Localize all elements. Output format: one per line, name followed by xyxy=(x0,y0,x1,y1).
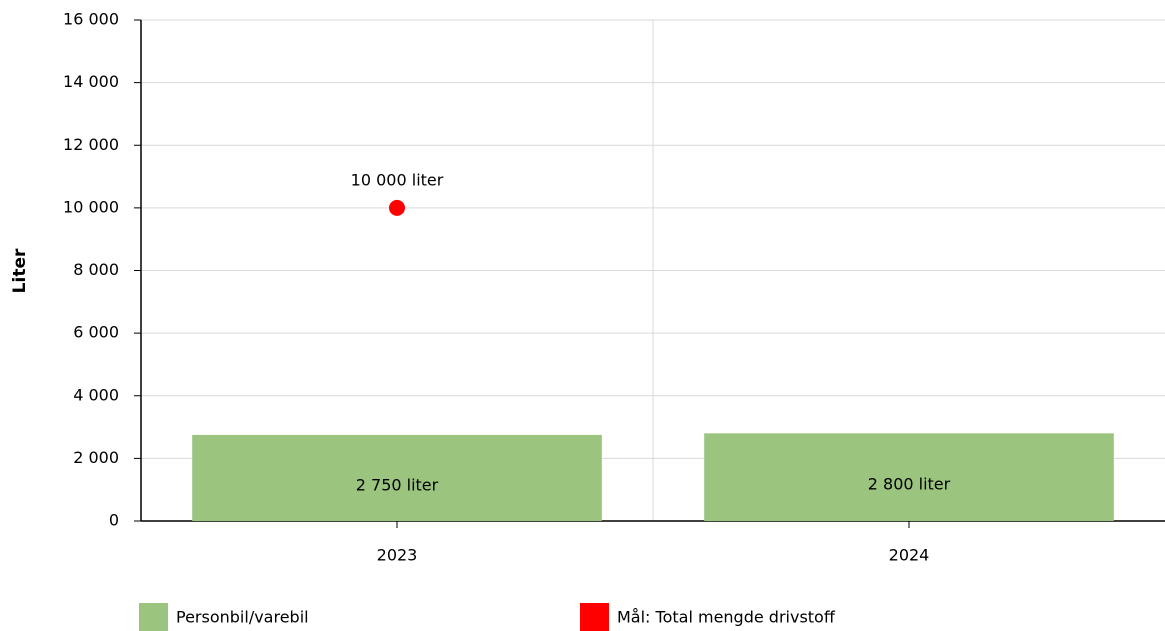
bar xyxy=(704,433,1114,521)
x-tick-label: 2023 xyxy=(377,546,418,565)
legend-label: Personbil/varebil xyxy=(176,608,309,627)
y-axis-label: Liter xyxy=(10,248,30,293)
y-tick-label: 10 000 xyxy=(63,197,119,216)
data-label: 2 800 liter xyxy=(868,475,951,494)
y-tick-label: 8 000 xyxy=(73,260,119,279)
y-tick-label: 6 000 xyxy=(73,323,119,342)
y-tick-label: 14 000 xyxy=(63,72,119,91)
data-label: 2 750 liter xyxy=(356,475,439,494)
data-label: 10 000 liter xyxy=(351,170,444,189)
y-tick-label: 0 xyxy=(109,511,119,530)
legend-label: Mål: Total mengde drivstoff xyxy=(617,608,836,627)
y-tick-label: 12 000 xyxy=(63,135,119,154)
x-tick-label: 2024 xyxy=(889,546,930,565)
legend-swatch xyxy=(139,603,168,631)
y-tick-label: 2 000 xyxy=(73,448,119,467)
y-tick-label: 16 000 xyxy=(63,10,119,29)
legend-swatch xyxy=(580,603,609,631)
bar xyxy=(192,434,602,521)
point xyxy=(389,199,405,216)
y-tick-label: 4 000 xyxy=(73,385,119,404)
